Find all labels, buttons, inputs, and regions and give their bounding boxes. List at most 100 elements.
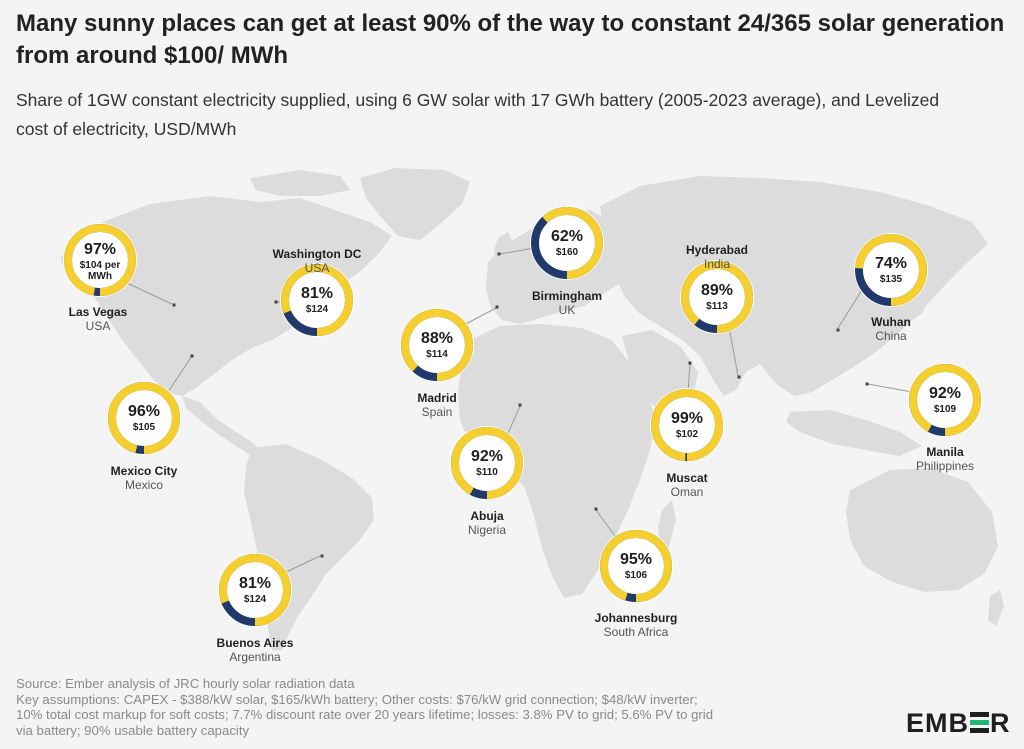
city-name-abuja: Abuja [470, 509, 504, 523]
city-name-muscat: Muscat [666, 471, 707, 485]
logo-e-mark [970, 712, 989, 733]
share-label-johannesburg: 95% [620, 551, 652, 568]
cost-label-wuhan: $135 [880, 274, 903, 285]
source-note: Source: Ember analysis of JRC hourly sol… [16, 676, 355, 691]
city-name-manila: Manila [926, 445, 964, 459]
chart-title: Many sunny places can get at least 90% o… [16, 10, 1005, 69]
map-arabia [622, 330, 698, 408]
leader-line-johannesburg [595, 509, 619, 541]
donut-share-birmingham [531, 207, 603, 279]
city-marker-las-vegas [172, 303, 176, 307]
cost-unit-label-las-vegas: MWh [88, 271, 112, 282]
map-greenland [360, 168, 470, 240]
share-label-abuja: 92% [471, 448, 503, 465]
donut-bg-muscat [650, 388, 724, 462]
leader-line-las-vegas [124, 281, 173, 305]
cost-label-abuja: $110 [476, 467, 498, 478]
cost-label-buenos-aires: $124 [244, 594, 267, 605]
leader-line-abuja [505, 405, 521, 439]
city-name-madrid: Madrid [417, 391, 456, 405]
city-marker-abuja [518, 403, 522, 407]
country-name-birmingham: UK [559, 303, 576, 317]
donut-share-manila [909, 364, 981, 436]
city-name-birmingham: Birmingham [532, 289, 602, 303]
country-name-johannesburg: South Africa [604, 625, 669, 639]
city-marker-washington-dc [274, 300, 278, 304]
country-name-wuhan: China [875, 329, 907, 343]
map-north-america [60, 196, 392, 396]
country-name-abuja: Nigeria [468, 523, 506, 537]
donut-share-muscat [651, 389, 723, 461]
leader-line-wuhan [837, 289, 863, 329]
donut-bg-las-vegas [63, 223, 137, 297]
assumptions-line-2: 10% total cost markup for soft costs; 7.… [16, 707, 714, 722]
donut-share-madrid [401, 309, 473, 381]
leader-line-madrid [461, 307, 497, 327]
donut-bg-washington-dc [280, 263, 354, 337]
cost-label-johannesburg: $106 [625, 570, 648, 581]
map-arctic-islands [250, 170, 350, 196]
share-label-birmingham: 62% [551, 228, 583, 245]
share-label-madrid: 88% [421, 330, 453, 347]
assumptions-line-1: Key assumptions: CAPEX - $388/kW solar, … [16, 691, 698, 707]
country-name-mexico-city: Mexico [125, 478, 163, 492]
cost-label-las-vegas: $104 per [80, 260, 121, 271]
cost-label-muscat: $102 [676, 429, 699, 440]
donut-share-hyderabad [681, 261, 753, 333]
donut-share-wuhan [855, 234, 927, 306]
ember-logo: EMB R [906, 708, 1011, 739]
share-label-buenos-aires: 81% [239, 575, 271, 592]
share-label-manila: 92% [929, 385, 961, 402]
country-name-las-vegas: USA [86, 319, 111, 333]
city-marker-muscat [688, 361, 692, 365]
map-asia [600, 176, 988, 396]
chart-subtitle: Share of 1GW constant electricity suppli… [16, 90, 940, 139]
donut-bg-buenos-aires [218, 553, 292, 627]
donut-bg-wuhan [854, 233, 928, 307]
city-name-washington-dc: Washington DC [273, 247, 362, 261]
share-label-mexico-city: 96% [128, 403, 160, 420]
map-uk [494, 232, 514, 270]
share-label-wuhan: 74% [875, 255, 907, 272]
donut-bg-mexico-city [107, 381, 181, 455]
donut-manila: 92% $109 [908, 363, 982, 437]
share-label-hyderabad: 89% [701, 282, 733, 299]
map-central-america [182, 396, 262, 456]
leader-line-hyderabad [728, 326, 739, 377]
donut-share-abuja [451, 427, 523, 499]
logo-text-left: EMB [906, 708, 969, 738]
leader-line-birmingham [499, 247, 535, 255]
map-africa [458, 324, 656, 598]
donut-muscat: 99% $102 [650, 388, 724, 462]
cost-label-hyderabad: $113 [706, 301, 728, 312]
city-markers [172, 252, 869, 558]
leader-lines [124, 247, 913, 575]
assumptions-line-3: via battery; 90% usable battery capacity [16, 722, 250, 738]
city-name-mexico-city: Mexico City [111, 464, 178, 478]
city-name-buenos-aires: Buenos Aires [217, 636, 294, 650]
footer-notes: Source: Ember analysis of JRC hourly sol… [16, 676, 876, 738]
city-marker-buenos-aires [320, 554, 324, 558]
city-marker-wuhan [836, 328, 840, 332]
donut-abuja: 92% $110 [450, 426, 524, 500]
donut-share-buenos-aires [219, 554, 291, 626]
donut-hyderabad: 89% $113 [680, 260, 754, 334]
map-new-zealand [988, 590, 1004, 626]
cost-label-mexico-city: $105 [133, 422, 156, 433]
leader-line-manila [867, 383, 913, 393]
country-name-buenos-aires: Argentina [229, 650, 281, 664]
donut-share-johannesburg [600, 530, 672, 602]
country-name-hyderabad: India [704, 257, 730, 271]
donut-bg-johannesburg [599, 529, 673, 603]
map-australia [846, 468, 998, 592]
cost-label-washington-dc: $124 [306, 304, 329, 315]
donut-bg-abuja [450, 426, 524, 500]
city-name-johannesburg: Johannesburg [595, 611, 678, 625]
donut-madrid: 88% $114 [400, 308, 474, 382]
cost-label-madrid: $114 [426, 349, 448, 360]
map-madagascar [658, 500, 676, 550]
leader-line-buenos-aires [281, 555, 321, 575]
